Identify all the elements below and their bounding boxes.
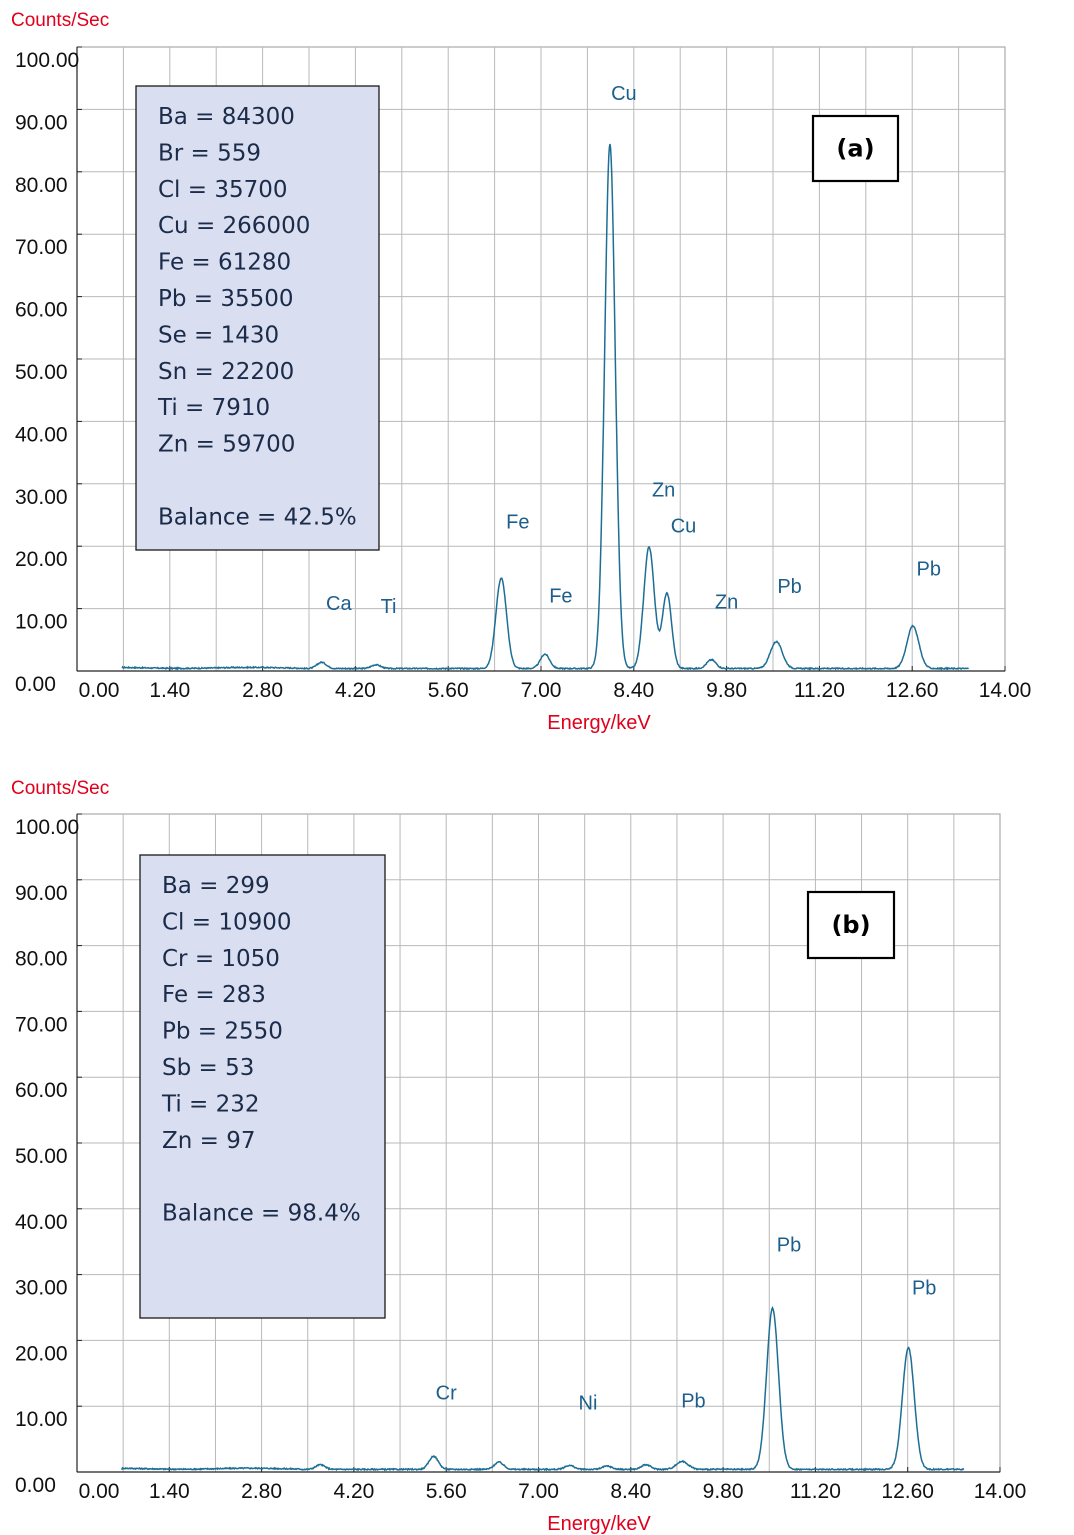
x-tick-label: 4.20: [333, 1480, 374, 1503]
y-tick-label: 80.00: [15, 174, 68, 197]
panel-label-frame: [806, 890, 896, 960]
composition-entry: Ti = 232: [161, 1091, 260, 1117]
balance-text: Balance = 42.5%: [158, 504, 357, 530]
composition-entry: Cl = 35700: [158, 177, 288, 203]
y-tick-label: 90.00: [15, 111, 68, 134]
peak-label: Fe: [506, 512, 529, 534]
y-tick-label: 20.00: [15, 548, 68, 571]
composition-entry: Zn = 59700: [158, 432, 295, 458]
x-tick-label: 14.00: [974, 1480, 1027, 1503]
spectrum-panel-a: 0.00 10.00 20.00 30.00 40.00 50.00 60.00 70.00 8…: [11, 10, 1031, 734]
panel-label-frame: [811, 114, 900, 183]
x-tick-label: 9.80: [703, 1480, 744, 1503]
x-tick-label: 2.80: [242, 679, 283, 702]
y-tick-label: 60.00: [15, 1079, 68, 1102]
peak-label: Ti: [381, 596, 397, 618]
peak-label: Pb: [917, 559, 941, 581]
x-tick-label: 0.00: [79, 679, 120, 702]
composition-entry: Ba = 84300: [158, 104, 295, 130]
y-tick-label: 100.00: [15, 49, 79, 72]
composition-box: Ba = 299 Cl = 10900 Cr = 1050 Fe = 283 Pb = …: [139, 854, 386, 1319]
peak-label: Zn: [652, 479, 675, 501]
peak-label: Ca: [326, 593, 352, 615]
composition-box-background: [135, 85, 380, 551]
y-axis-title: Counts/Sec: [11, 10, 109, 31]
composition-entry: Sb = 53: [162, 1055, 254, 1081]
x-tick-label: 5.60: [428, 679, 469, 702]
peak-label: Cu: [611, 83, 637, 105]
peak-label: Fe: [549, 585, 572, 607]
x-tick-label: 0.00: [79, 1480, 120, 1503]
y-tick-label: 10.00: [15, 611, 68, 634]
panel-label: (b): [831, 911, 870, 939]
y-tick-label: 70.00: [15, 236, 68, 259]
y-tick-label: 30.00: [15, 1277, 68, 1300]
x-tick-label: 12.60: [886, 679, 939, 702]
x-tick-label: 2.80: [241, 1480, 282, 1503]
balance-text: Balance = 98.4%: [162, 1201, 361, 1227]
spectrum-panel-b: 0.00 10.00 20.00 30.00 40.00 50.00 60.00 70.00 8…: [11, 778, 1026, 1535]
y-tick-label: 80.00: [15, 948, 68, 971]
composition-box-background: [139, 854, 386, 1319]
y-tick-label: 60.00: [15, 299, 68, 322]
x-tick-label: 4.20: [335, 679, 376, 702]
composition-entry: Sn = 22200: [158, 359, 294, 385]
x-tick-label: 9.80: [706, 679, 747, 702]
y-tick-label: 90.00: [15, 882, 68, 905]
y-tick-label: 0.00: [15, 673, 56, 696]
y-tick-label: 10.00: [15, 1408, 68, 1431]
x-tick-label: 11.20: [790, 1480, 841, 1503]
peak-label: Cr: [436, 1383, 457, 1405]
y-tick-label: 50.00: [15, 1145, 68, 1168]
y-tick-label: 40.00: [15, 1211, 68, 1234]
y-tick-label: 0.00: [15, 1474, 56, 1497]
x-tick-label: 1.40: [149, 1480, 190, 1503]
panel-label: (a): [836, 135, 874, 163]
composition-entry: Cl = 10900: [162, 909, 292, 935]
x-tick-label: 7.00: [521, 679, 562, 702]
composition-entry: Pb = 2550: [162, 1019, 283, 1045]
peak-label: Pb: [777, 1235, 801, 1257]
y-tick-label: 40.00: [15, 423, 68, 446]
x-tick-label: 12.60: [881, 1480, 934, 1503]
x-tick-label: 14.00: [979, 679, 1032, 702]
x-tick-label: 7.00: [518, 1480, 559, 1503]
peak-label: Pb: [912, 1277, 936, 1299]
y-tick-label: 70.00: [15, 1013, 68, 1036]
spectrum-line: [121, 143, 969, 671]
y-tick-label: 20.00: [15, 1342, 68, 1365]
peak-label: Ni: [579, 1392, 598, 1414]
peak-label: Pb: [777, 576, 801, 598]
peak-label: Pb: [681, 1391, 705, 1413]
y-tick-label: 30.00: [15, 486, 68, 509]
y-tick-label: 100.00: [15, 816, 79, 839]
peak-label: Cu: [671, 515, 697, 537]
composition-box: Ba = 84300 Br = 559 Cl = 35700 Cu = 266000 F…: [135, 85, 380, 551]
y-tick-label: 50.00: [15, 361, 68, 384]
composition-entry: Cr = 1050: [162, 946, 280, 972]
peak-label: Zn: [715, 592, 738, 614]
panel-label-box: (a): [811, 114, 900, 183]
composition-entry: Fe = 283: [162, 982, 266, 1008]
x-axis-title: Energy/keV: [547, 1513, 651, 1535]
x-tick-label: 5.60: [426, 1480, 467, 1503]
y-axis-title: Counts/Sec: [11, 778, 109, 799]
x-tick-label: 8.40: [613, 679, 654, 702]
composition-entry: Se = 1430: [158, 322, 279, 348]
composition-entry: Pb = 35500: [158, 286, 294, 312]
composition-entry: Fe = 61280: [158, 250, 291, 276]
composition-entry: Br = 559: [158, 140, 261, 166]
x-tick-label: 11.20: [794, 679, 845, 702]
x-tick-label: 8.40: [610, 1480, 651, 1503]
composition-entry: Ti = 7910: [157, 395, 270, 421]
composition-entry: Ba = 299: [162, 873, 270, 899]
spectrum-line: [121, 1305, 965, 1472]
panel-label-box: (b): [806, 890, 896, 960]
x-tick-label: 1.40: [149, 679, 190, 702]
composition-entry: Cu = 266000: [158, 213, 310, 239]
composition-entry: Zn = 97: [162, 1128, 256, 1154]
x-axis-title: Energy/keV: [547, 712, 651, 734]
